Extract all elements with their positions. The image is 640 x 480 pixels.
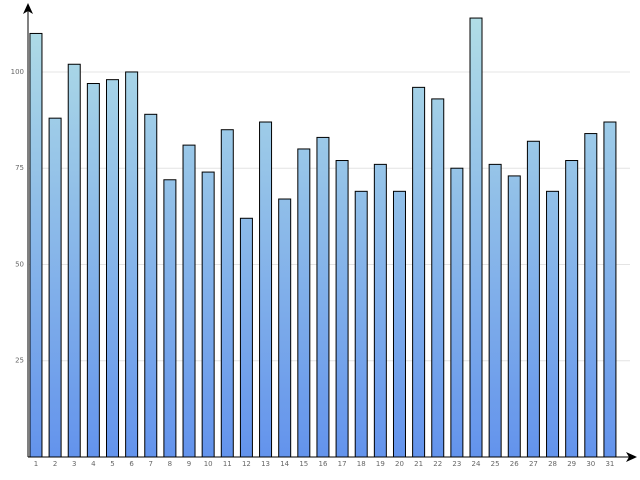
- bar: [259, 121, 273, 458]
- y-tick-label: 25: [15, 357, 24, 365]
- x-tick-label: 30: [586, 460, 595, 468]
- bar: [431, 98, 445, 458]
- x-tick-label: 8: [168, 460, 172, 468]
- x-tick-label: 9: [187, 460, 191, 468]
- bar: [354, 190, 368, 458]
- x-tick-label: 17: [338, 460, 347, 468]
- x-tick-label: 31: [605, 460, 614, 468]
- bar: [29, 32, 43, 458]
- x-tick-label: 11: [223, 460, 232, 468]
- bar: [144, 113, 158, 458]
- bar: [163, 179, 177, 458]
- bar: [316, 136, 330, 458]
- x-tick-label: 29: [567, 460, 576, 468]
- x-tick-label: 7: [149, 460, 153, 468]
- x-tick-label: 19: [376, 460, 385, 468]
- bar: [469, 17, 483, 458]
- bar: [297, 148, 311, 458]
- bar: [278, 198, 292, 458]
- bar: [412, 86, 426, 458]
- x-tick-label: 21: [414, 460, 423, 468]
- bar: [239, 217, 253, 458]
- x-tick-label: 15: [299, 460, 308, 468]
- x-tick-label: 23: [452, 460, 461, 468]
- bar: [373, 163, 387, 458]
- x-tick-label: 5: [110, 460, 114, 468]
- x-tick-label: 12: [242, 460, 251, 468]
- bar: [507, 175, 521, 458]
- bar: [450, 167, 464, 458]
- bar: [392, 190, 406, 458]
- x-tick-label: 10: [204, 460, 213, 468]
- bar: [86, 83, 100, 458]
- x-tick-label: 6: [129, 460, 134, 468]
- bar: [201, 171, 215, 458]
- bar: [546, 190, 560, 458]
- bar: [48, 117, 62, 458]
- x-axis-arrow: [626, 452, 637, 462]
- x-tick-label: 4: [91, 460, 96, 468]
- y-tick-label: 50: [15, 260, 24, 268]
- bar: [584, 133, 598, 458]
- bar: [335, 160, 349, 458]
- x-tick-label: 26: [510, 460, 519, 468]
- x-tick-label: 28: [548, 460, 557, 468]
- x-tick-label: 22: [433, 460, 442, 468]
- bar: [105, 79, 119, 458]
- bar: [603, 121, 617, 458]
- y-axis-arrow: [23, 3, 33, 14]
- x-tick-label: 14: [280, 460, 289, 468]
- bar: [220, 129, 234, 458]
- x-tick-label: 1: [34, 460, 38, 468]
- x-tick-label: 20: [395, 460, 404, 468]
- bar: [526, 140, 540, 458]
- x-tick-label: 27: [529, 460, 538, 468]
- x-tick-label: 3: [72, 460, 76, 468]
- x-tick-label: 2: [53, 460, 57, 468]
- y-tick-label: 75: [15, 164, 24, 172]
- bar: [565, 160, 579, 458]
- y-tick-label: 100: [11, 68, 24, 76]
- x-tick-label: 13: [261, 460, 270, 468]
- x-tick-label: 18: [357, 460, 366, 468]
- x-tick-label: 16: [318, 460, 327, 468]
- x-tick-label: 25: [491, 460, 500, 468]
- bar: [182, 144, 196, 458]
- bar: [67, 63, 81, 458]
- bar: [488, 163, 502, 458]
- bar: [125, 71, 139, 458]
- x-tick-label: 24: [472, 460, 481, 468]
- bars: [29, 17, 617, 458]
